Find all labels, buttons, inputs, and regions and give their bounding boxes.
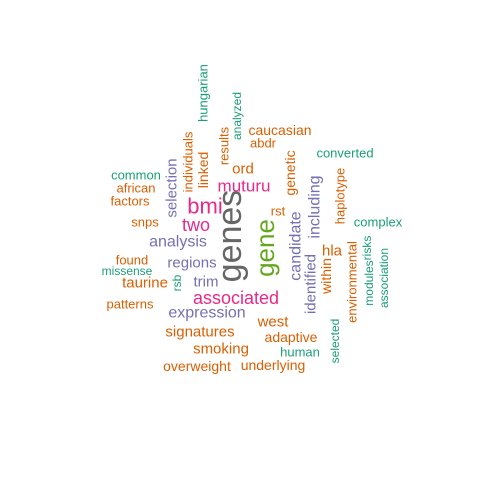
word-individuals: individuals [181,131,196,192]
word-identified: identified [303,254,320,314]
word-found: found [116,253,149,268]
word-rsb: rsb [170,274,184,291]
word-complex: complex [354,215,403,230]
word-including: including [307,175,324,238]
word-underlying: underlying [241,357,306,373]
word-patterns: patterns [107,297,154,312]
word-selection: selection [164,158,181,217]
word-expression: expression [168,305,245,322]
word-smoking: smoking [193,341,249,358]
word-common: common [111,168,161,183]
word-factors: factors [110,194,150,209]
word-genes: genes [211,190,249,283]
word-two: two [182,215,210,235]
word-caucasian: caucasian [248,122,311,138]
word-association: association [377,248,391,308]
word-gene: gene [250,219,280,277]
word-muturu: muturu [218,177,271,196]
word-snps: snps [131,215,159,230]
word-regions: regions [167,255,216,272]
word-risks: risks [360,236,374,261]
word-signatures: signatures [165,324,234,341]
word-candidate: candidate [288,211,305,280]
word-african: african [116,181,155,196]
word-analyzed: analyzed [230,92,244,140]
word-trim: trim [194,274,219,291]
word-converted: converted [316,146,373,161]
word-selected: selected [328,319,342,364]
word-haplotype: haplotype [333,168,348,224]
word-results: results [217,126,232,165]
word-hungarian: hungarian [196,64,211,122]
word-missense: missense [102,264,153,278]
word-taurine: taurine [122,275,168,292]
word-associated: associated [193,288,279,308]
word-adaptive: adaptive [265,329,318,345]
word-environmental: environmental [345,241,360,323]
word-analysis: analysis [149,234,207,251]
word-modules: modules [362,260,376,305]
word-rst: rst [271,204,286,219]
word-overweight: overweight [163,358,231,374]
word-genetic: genetic [282,150,298,195]
word-human: human [280,345,320,360]
word-hla: hla [322,243,343,260]
word-within: within [318,258,334,295]
word-abdr: abdr [250,136,277,151]
word-ord: ord [232,161,254,178]
word-west: west [257,314,290,331]
word-bmi: bmi [187,194,222,219]
word-linked: linked [195,152,211,189]
